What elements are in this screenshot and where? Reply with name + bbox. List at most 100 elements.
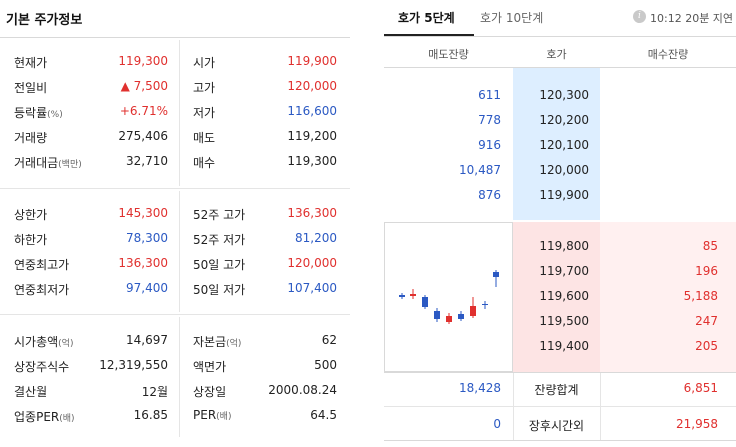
candle (482, 304, 488, 305)
field-label: 결산월 (14, 385, 48, 399)
field-value: 97,400 (126, 281, 168, 295)
ask-price: 120,200 (539, 113, 589, 127)
mini-chart-svg (399, 270, 499, 324)
bid-row[interactable]: 119,400 205 (384, 339, 736, 364)
field-value: 136,300 (287, 206, 337, 220)
field-value: 64.5 (310, 408, 337, 422)
ask-price: 120,000 (539, 163, 589, 177)
title-divider (0, 37, 350, 38)
ask-qty: 10,487 (459, 163, 501, 177)
ask-row[interactable]: 778 120,200 (384, 113, 736, 138)
field-label: 거래대금(백만) (14, 156, 82, 170)
tab-10-level[interactable]: 호가 10단계 (480, 11, 544, 25)
field-label: 시가 (193, 56, 216, 70)
bid-qty: 247 (695, 314, 718, 328)
ask-row[interactable]: 611 120,300 (384, 88, 736, 113)
bid-qty: 205 (695, 339, 718, 353)
field-value: 119,200 (287, 129, 337, 143)
ask-price-area (513, 68, 600, 220)
header-divider (384, 67, 736, 68)
bid-row[interactable]: 119,700 196 (384, 264, 736, 289)
bid-price: 119,800 (539, 239, 589, 253)
field-value: 16.85 (133, 408, 168, 422)
info-row: 업종PER(배) 16.85 PER(배) 64.5 (0, 408, 350, 433)
summary-column-divider (600, 373, 601, 440)
field-label: 52주 저가 (193, 233, 246, 247)
candle (422, 297, 428, 307)
bid-qty: 5,188 (683, 289, 718, 303)
summary-row-total: 18,428 잔량합계 6,851 (384, 381, 736, 406)
bid-qty: 85 (702, 239, 718, 253)
candle (458, 314, 464, 319)
info-row: 결산월 12월 상장일 2000.08.24 (0, 383, 350, 408)
orderbook-panel: 호가 5단계 호가 10단계 i 10:12 20분 지연 매도잔량 호가 매수… (384, 0, 736, 447)
after-hours-label: 장후시간외 (528, 419, 585, 433)
bid-row[interactable]: 119,500 247 (384, 314, 736, 339)
bid-qty: 196 (695, 264, 718, 278)
info-row: 거래대금(백만) 32,710 매수 119,300 (0, 154, 350, 179)
ask-qty: 916 (478, 138, 501, 152)
bid-row[interactable]: 119,800 85 (384, 239, 736, 264)
bid-price: 119,700 (539, 264, 589, 278)
candle (434, 311, 440, 319)
bid-price: 119,400 (539, 339, 589, 353)
header-bid-qty: 매수잔량 (647, 48, 689, 61)
column-divider (179, 317, 180, 437)
field-value: 119,900 (287, 54, 337, 68)
bid-qty-area (600, 222, 736, 372)
field-value: 107,400 (287, 281, 337, 295)
field-value: 120,000 (287, 79, 337, 93)
field-value: 119,300 (287, 154, 337, 168)
tab-divider (384, 36, 736, 37)
info-row: 연중최저가 97,400 50일 저가 107,400 (0, 281, 350, 306)
field-label: 상장주식수 (14, 360, 70, 374)
field-label: 액면가 (193, 360, 227, 374)
panel-title: 기본 주가정보 (6, 13, 83, 28)
header-ask-qty: 매도잔량 (428, 48, 469, 61)
candle (446, 316, 452, 322)
info-row: 전일비 ▲ 7,500 고가 120,000 (0, 79, 350, 104)
ask-price: 120,300 (539, 88, 589, 102)
field-label: 현재가 (14, 56, 48, 70)
tab-5-level[interactable]: 호가 5단계 (398, 11, 455, 25)
candle (410, 294, 416, 296)
field-value: ▲ 7,500 (120, 79, 168, 93)
info-row: 등락률(%) +6.71% 저가 116,600 (0, 104, 350, 129)
field-label: 하한가 (14, 233, 48, 247)
total-label: 잔량합계 (534, 383, 579, 397)
field-label: 상장일 (193, 385, 227, 399)
bid-row[interactable]: 119,600 5,188 (384, 289, 736, 314)
ask-row[interactable]: 916 120,100 (384, 138, 736, 163)
field-label: 고가 (193, 81, 216, 95)
active-tab-indicator (384, 34, 474, 36)
ask-price: 119,900 (539, 188, 589, 202)
info-row: 현재가 119,300 시가 119,900 (0, 54, 350, 79)
field-value: 78,300 (126, 231, 168, 245)
field-label: 시가총액(억) (14, 335, 74, 349)
field-value: 32,710 (126, 154, 168, 168)
summary-divider (384, 372, 736, 373)
summary-column-divider (513, 373, 514, 440)
field-label: 거래량 (14, 131, 48, 145)
field-value: 500 (314, 358, 337, 372)
bid-price: 119,500 (539, 314, 589, 328)
total-bid-qty: 6,851 (683, 381, 718, 395)
ask-row[interactable]: 10,487 120,000 (384, 163, 736, 188)
ask-area (384, 68, 513, 220)
ask-qty: 611 (478, 88, 501, 102)
mini-candlestick-chart (384, 222, 513, 372)
basic-stock-info-panel: 기본 주가정보 현재가 119,300 시가 119,900 전일비 ▲ 7,500 고가 1… (0, 0, 350, 447)
info-row: 연중최고가 136,300 50일 고가 120,000 (0, 256, 350, 281)
candle (493, 272, 499, 277)
ask-row[interactable]: 876 119,900 (384, 188, 736, 213)
summary-divider (384, 406, 736, 407)
candle (399, 295, 405, 297)
field-value: 12월 (141, 385, 168, 399)
info-icon[interactable]: i (633, 10, 646, 23)
column-divider (179, 40, 180, 186)
field-value: 275,406 (118, 129, 168, 143)
field-label: 50일 고가 (193, 258, 246, 272)
section-divider (0, 188, 350, 189)
field-value: +6.71% (119, 104, 168, 118)
field-label: 50일 저가 (193, 283, 246, 297)
